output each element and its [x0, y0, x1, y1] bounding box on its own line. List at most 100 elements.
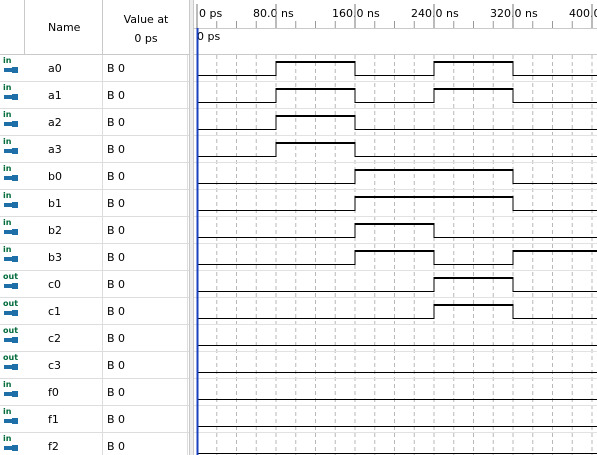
signal-value: B 0 [107, 89, 126, 102]
signal-row-f2[interactable]: in f2 B 0 [0, 433, 190, 455]
signal-name: b1 [48, 197, 62, 210]
signal-name: f2 [48, 440, 59, 453]
waveform-a1 [197, 87, 597, 104]
time-tick-label: 240.0 ns [411, 7, 459, 20]
waveform-b1 [197, 195, 597, 212]
ruler-divider [194, 28, 597, 29]
waveform-a3 [197, 141, 597, 158]
signal-row-c0[interactable]: out c0 B 0 [0, 271, 190, 298]
signal-row-b0[interactable]: in b0 B 0 [0, 163, 190, 190]
signal-row-f0[interactable]: in f0 B 0 [0, 379, 190, 406]
signal-row-b3[interactable]: in b3 B 0 [0, 244, 190, 271]
input-pin-icon: in [2, 218, 20, 235]
time-ruler[interactable]: 0 ps 80.0 ns 160.0 ns 240.0 ns 320.0 ns 400.0… [194, 0, 597, 28]
pin-direction-label: out [3, 353, 19, 362]
signal-name: b3 [48, 251, 62, 264]
signal-row-b2[interactable]: in b2 B 0 [0, 217, 190, 244]
waveform-b3 [197, 249, 597, 266]
signal-name: a2 [48, 116, 62, 129]
pin-direction-label: in [3, 56, 12, 65]
input-pin-icon: in [2, 137, 20, 154]
pin-direction-label: in [3, 164, 12, 173]
signal-value: B 0 [107, 332, 126, 345]
signal-name: a0 [48, 62, 62, 75]
pin-direction-label: out [3, 326, 19, 335]
signal-value: B 0 [107, 278, 126, 291]
waveform-c1 [197, 303, 597, 320]
signal-row-a0[interactable]: in a0 B 0 [0, 55, 190, 82]
signal-row-a2[interactable]: in a2 B 0 [0, 109, 190, 136]
pin-direction-label: in [3, 218, 12, 227]
signal-name: b0 [48, 170, 62, 183]
header-divider [0, 54, 190, 55]
signal-name: b2 [48, 224, 62, 237]
signal-value: B 0 [107, 251, 126, 264]
input-pin-icon: in [2, 83, 20, 100]
signal-value: B 0 [107, 143, 126, 156]
output-pin-icon: out [2, 272, 20, 289]
time-tick-label: 160.0 ns [332, 7, 380, 20]
pin-direction-label: in [3, 434, 12, 443]
value-header-line1: Value at [123, 13, 169, 26]
pin-direction-label: in [3, 191, 12, 200]
time-tick-label: 320.0 ns [490, 7, 538, 20]
signal-name: c1 [48, 305, 62, 318]
signal-value: B 0 [107, 62, 126, 75]
pin-direction-label: out [3, 299, 19, 308]
value-column-header[interactable]: Value at 0 ps [104, 10, 188, 48]
input-pin-icon: in [2, 191, 20, 208]
signal-value: B 0 [107, 386, 126, 399]
output-pin-icon: out [2, 326, 20, 343]
time-tick-label: 80.0 ns [253, 7, 294, 20]
waveform-c0 [197, 276, 597, 293]
input-pin-icon: in [2, 407, 20, 424]
signal-name: c0 [48, 278, 62, 291]
signal-row-c1[interactable]: out c1 B 0 [0, 298, 190, 325]
signal-value: B 0 [107, 224, 126, 237]
signal-name: f0 [48, 386, 59, 399]
signal-name: a1 [48, 89, 62, 102]
signal-value: B 0 [107, 440, 126, 453]
pin-direction-label: in [3, 380, 12, 389]
signal-row-a3[interactable]: in a3 B 0 [0, 136, 190, 163]
signal-name: f1 [48, 413, 59, 426]
input-pin-icon: in [2, 164, 20, 181]
signal-row-c3[interactable]: out c3 B 0 [0, 352, 190, 379]
pin-direction-label: out [3, 272, 19, 281]
value-header-line2: 0 ps [134, 32, 158, 45]
signal-name: c3 [48, 359, 62, 372]
pin-direction-label: in [3, 110, 12, 119]
output-pin-icon: out [2, 353, 20, 370]
signal-value: B 0 [107, 170, 126, 183]
name-column-header[interactable]: Name [48, 21, 81, 34]
signal-row-a1[interactable]: in a1 B 0 [0, 82, 190, 109]
signal-value: B 0 [107, 413, 126, 426]
input-pin-icon: in [2, 245, 20, 262]
cursor-time-label: 0 ps [197, 30, 221, 43]
signal-row-b1[interactable]: in b1 B 0 [0, 190, 190, 217]
signal-value: B 0 [107, 197, 126, 210]
pin-direction-label: in [3, 407, 12, 416]
waveform-b2 [197, 222, 597, 239]
input-pin-icon: in [2, 434, 20, 451]
signal-row-c2[interactable]: out c2 B 0 [0, 325, 190, 352]
waveform-a0 [197, 60, 597, 77]
output-pin-icon: out [2, 299, 20, 316]
waveform-top-divider [194, 54, 597, 55]
pin-direction-label: in [3, 245, 12, 254]
pin-direction-label: in [3, 83, 12, 92]
signal-name: a3 [48, 143, 62, 156]
input-pin-icon: in [2, 110, 20, 127]
signal-value: B 0 [107, 305, 126, 318]
pin-direction-label: in [3, 137, 12, 146]
column-divider [24, 0, 25, 54]
signal-row-f1[interactable]: in f1 B 0 [0, 406, 190, 433]
signal-value: B 0 [107, 359, 126, 372]
time-tick-label: 400.0 ns [569, 7, 597, 20]
signal-name: c2 [48, 332, 62, 345]
input-pin-icon: in [2, 380, 20, 397]
time-tick-label: 0 ps [199, 7, 223, 20]
pane-splitter[interactable] [189, 0, 194, 455]
